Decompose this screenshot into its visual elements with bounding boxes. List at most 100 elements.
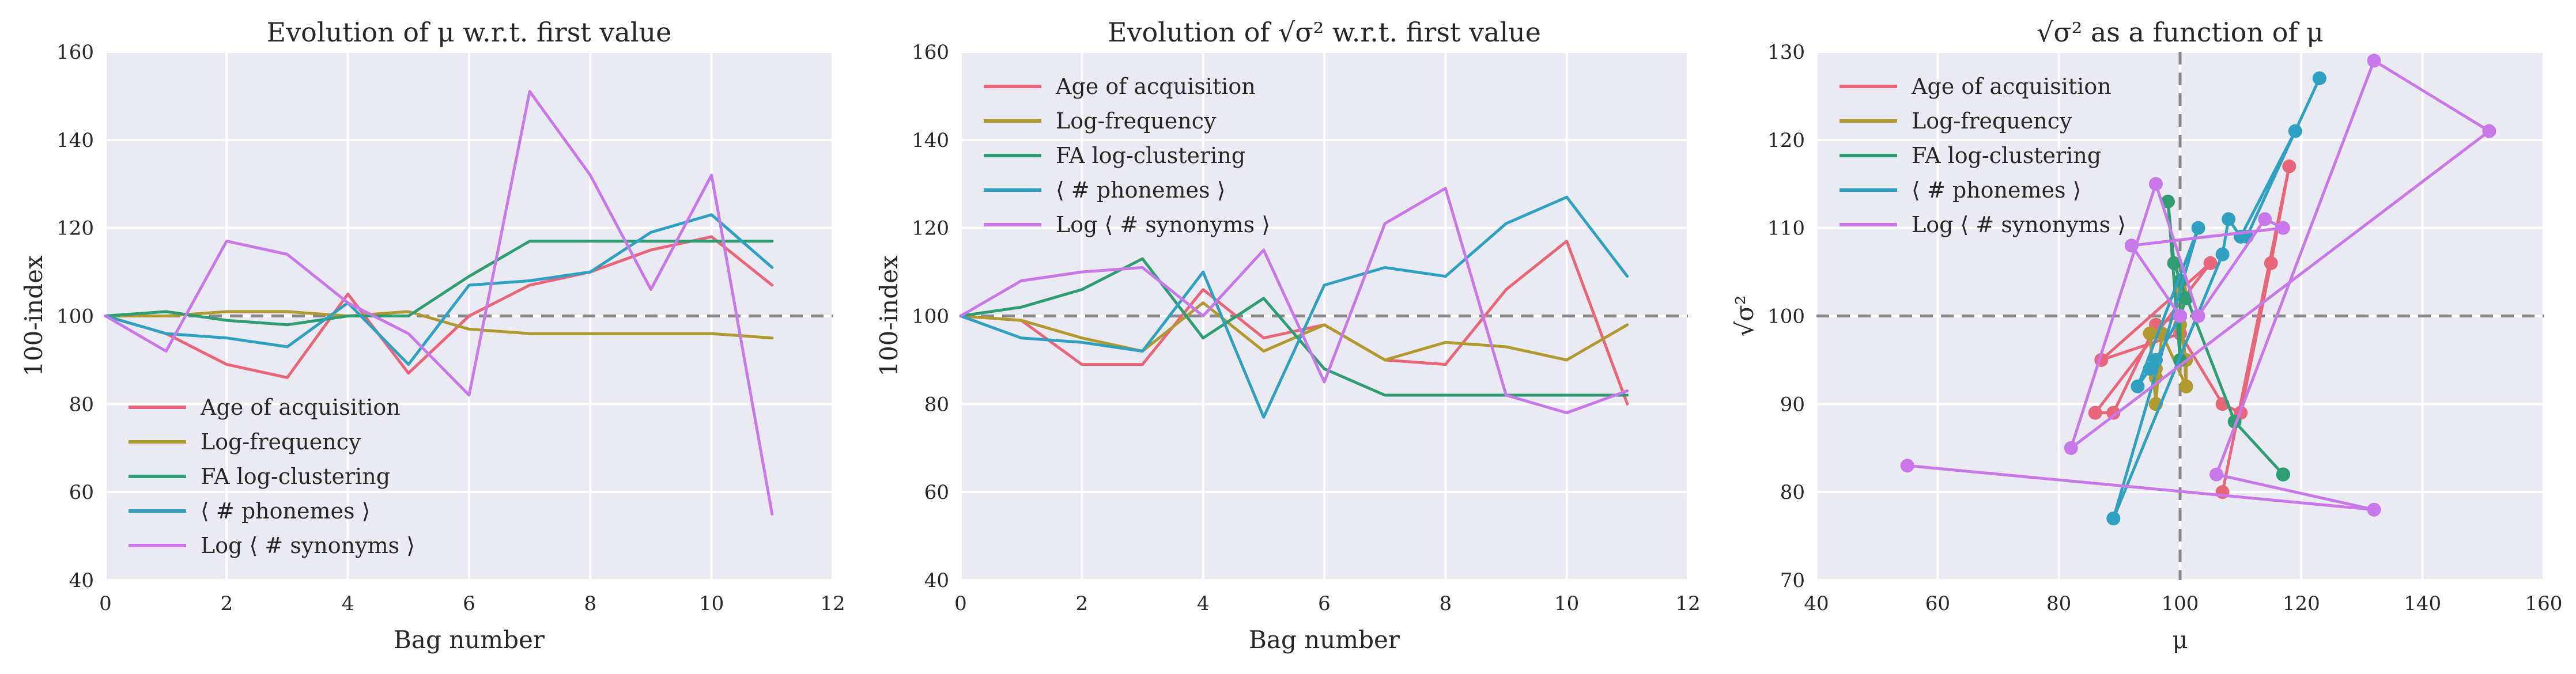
chart-panel-mu: 0 2 4 6 8 10 12 40 60 80 100 120 140 160 Age of acquis… <box>20 17 845 654</box>
x-tick-label: 60 <box>1925 592 1950 615</box>
chart-panel-sigma: 0 2 4 6 8 10 12 40 60 80 100 120 140 160 Age of acquis… <box>875 17 1701 654</box>
y-tick-label: 120 <box>56 217 94 240</box>
x-tick-label: 0 <box>99 592 112 615</box>
y-tick-label: 140 <box>912 129 949 152</box>
data-point <box>2367 502 2381 517</box>
series-line <box>959 195 1629 419</box>
x-tick-label: 0 <box>954 592 967 615</box>
x-tick-label: 6 <box>463 592 475 615</box>
x-tick-label: 120 <box>2283 592 2320 615</box>
chart-title: Evolution of μ w.r.t. first value <box>267 17 672 48</box>
data-point <box>2276 221 2290 235</box>
x-tick-label: 4 <box>342 592 354 615</box>
x-tick-label: 2 <box>1076 592 1089 615</box>
y-tick-label: 120 <box>1767 129 1805 152</box>
series-line <box>2094 165 2291 494</box>
legend-label: ⟨ # phonemes ⟩ <box>1056 177 1225 203</box>
y-axis-label: 100-index <box>20 255 48 377</box>
data-point <box>2088 406 2102 420</box>
series-line <box>104 90 774 516</box>
series-line <box>1906 59 2491 512</box>
data-point <box>2143 362 2157 376</box>
data-point <box>2215 247 2230 262</box>
legend-label: Age of acquisition <box>1055 74 1256 99</box>
data-point <box>2258 212 2272 226</box>
y-axis-label: 100-index <box>875 255 903 377</box>
data-point <box>2482 124 2496 138</box>
x-tick-label: 80 <box>2046 592 2071 615</box>
x-axis-label: Bag number <box>394 626 545 654</box>
data-point <box>2160 194 2175 209</box>
data-point <box>2131 379 2145 393</box>
y-tick-label: 100 <box>912 305 949 328</box>
data-point <box>2276 467 2290 482</box>
x-axis-label: μ <box>2172 626 2188 654</box>
y-tick-label: 80 <box>924 393 949 416</box>
x-tick-label: 10 <box>1554 592 1579 615</box>
x-tick-label: 8 <box>1440 592 1452 615</box>
data-point <box>2179 379 2193 393</box>
x-tick-label: 12 <box>1675 592 1700 615</box>
data-point <box>1900 459 1914 473</box>
x-tick-label: 140 <box>2404 592 2441 615</box>
data-point <box>2167 256 2181 270</box>
legend-label: Log-frequency <box>1056 108 1217 134</box>
data-point <box>2191 309 2205 323</box>
y-tick-label: 40 <box>924 569 949 592</box>
chart-title: Evolution of √σ² w.r.t. first value <box>1108 17 1541 48</box>
x-tick-label: 4 <box>1197 592 1210 615</box>
legend-label: ⟨ # phonemes ⟩ <box>1912 177 2081 203</box>
legend-label: FA log-clustering <box>1912 143 2101 168</box>
chart-panel-sigma-vs-mu: 40 60 80 100 120 140 160 70 80 90 100 110 120 130 Age … <box>1731 17 2562 654</box>
x-tick-label: 100 <box>2162 592 2199 615</box>
legend-label: Age of acquisition <box>1911 74 2112 99</box>
data-point <box>2203 256 2218 270</box>
y-tick-label: 40 <box>69 569 94 592</box>
x-tick-label: 6 <box>1318 592 1331 615</box>
series-line <box>104 310 774 340</box>
legend-label: Log-frequency <box>1912 108 2072 134</box>
data-point <box>2148 177 2163 191</box>
x-tick-label: 160 <box>2525 592 2563 615</box>
y-tick-label: 90 <box>1780 393 1805 416</box>
legend-label: Log ⟨ # synonyms ⟩ <box>1056 212 1270 237</box>
x-tick-label: 8 <box>584 592 597 615</box>
y-tick-label: 120 <box>912 217 949 240</box>
x-tick-label: 10 <box>699 592 724 615</box>
y-tick-label: 160 <box>56 41 94 64</box>
series-line <box>104 213 774 366</box>
y-tick-label: 100 <box>1767 305 1805 328</box>
legend-label: Log ⟨ # synonyms ⟩ <box>201 533 415 558</box>
data-point <box>2106 406 2121 420</box>
y-tick-label: 160 <box>912 41 949 64</box>
legend-label: Log-frequency <box>201 429 361 455</box>
series-line <box>959 301 1629 362</box>
series-line <box>104 240 774 327</box>
x-tick-label: 12 <box>820 592 845 615</box>
data-point <box>2179 291 2193 305</box>
y-tick-label: 60 <box>924 481 949 504</box>
legend-label: FA log-clustering <box>1056 143 1245 168</box>
legend-label: FA log-clustering <box>201 464 390 489</box>
y-tick-label: 70 <box>1780 569 1805 592</box>
x-tick-label: 2 <box>221 592 233 615</box>
data-point <box>2191 221 2205 235</box>
series-line <box>104 235 774 379</box>
y-tick-label: 60 <box>69 481 94 504</box>
series-line <box>959 187 1629 415</box>
data-point <box>2367 54 2381 68</box>
data-point <box>2124 238 2139 253</box>
data-point <box>2143 327 2157 341</box>
chart-title: √σ² as a function of μ <box>2037 17 2324 48</box>
data-point <box>2222 212 2236 226</box>
data-point <box>2173 309 2187 323</box>
y-tick-label: 140 <box>56 129 94 152</box>
x-axis-label: Bag number <box>1249 626 1400 654</box>
x-tick-label: 40 <box>1804 592 1829 615</box>
y-tick-label: 100 <box>56 305 94 328</box>
y-tick-label: 130 <box>1767 41 1805 64</box>
y-tick-label: 80 <box>69 393 94 416</box>
data-point <box>2288 124 2302 138</box>
data-point <box>2064 441 2078 455</box>
